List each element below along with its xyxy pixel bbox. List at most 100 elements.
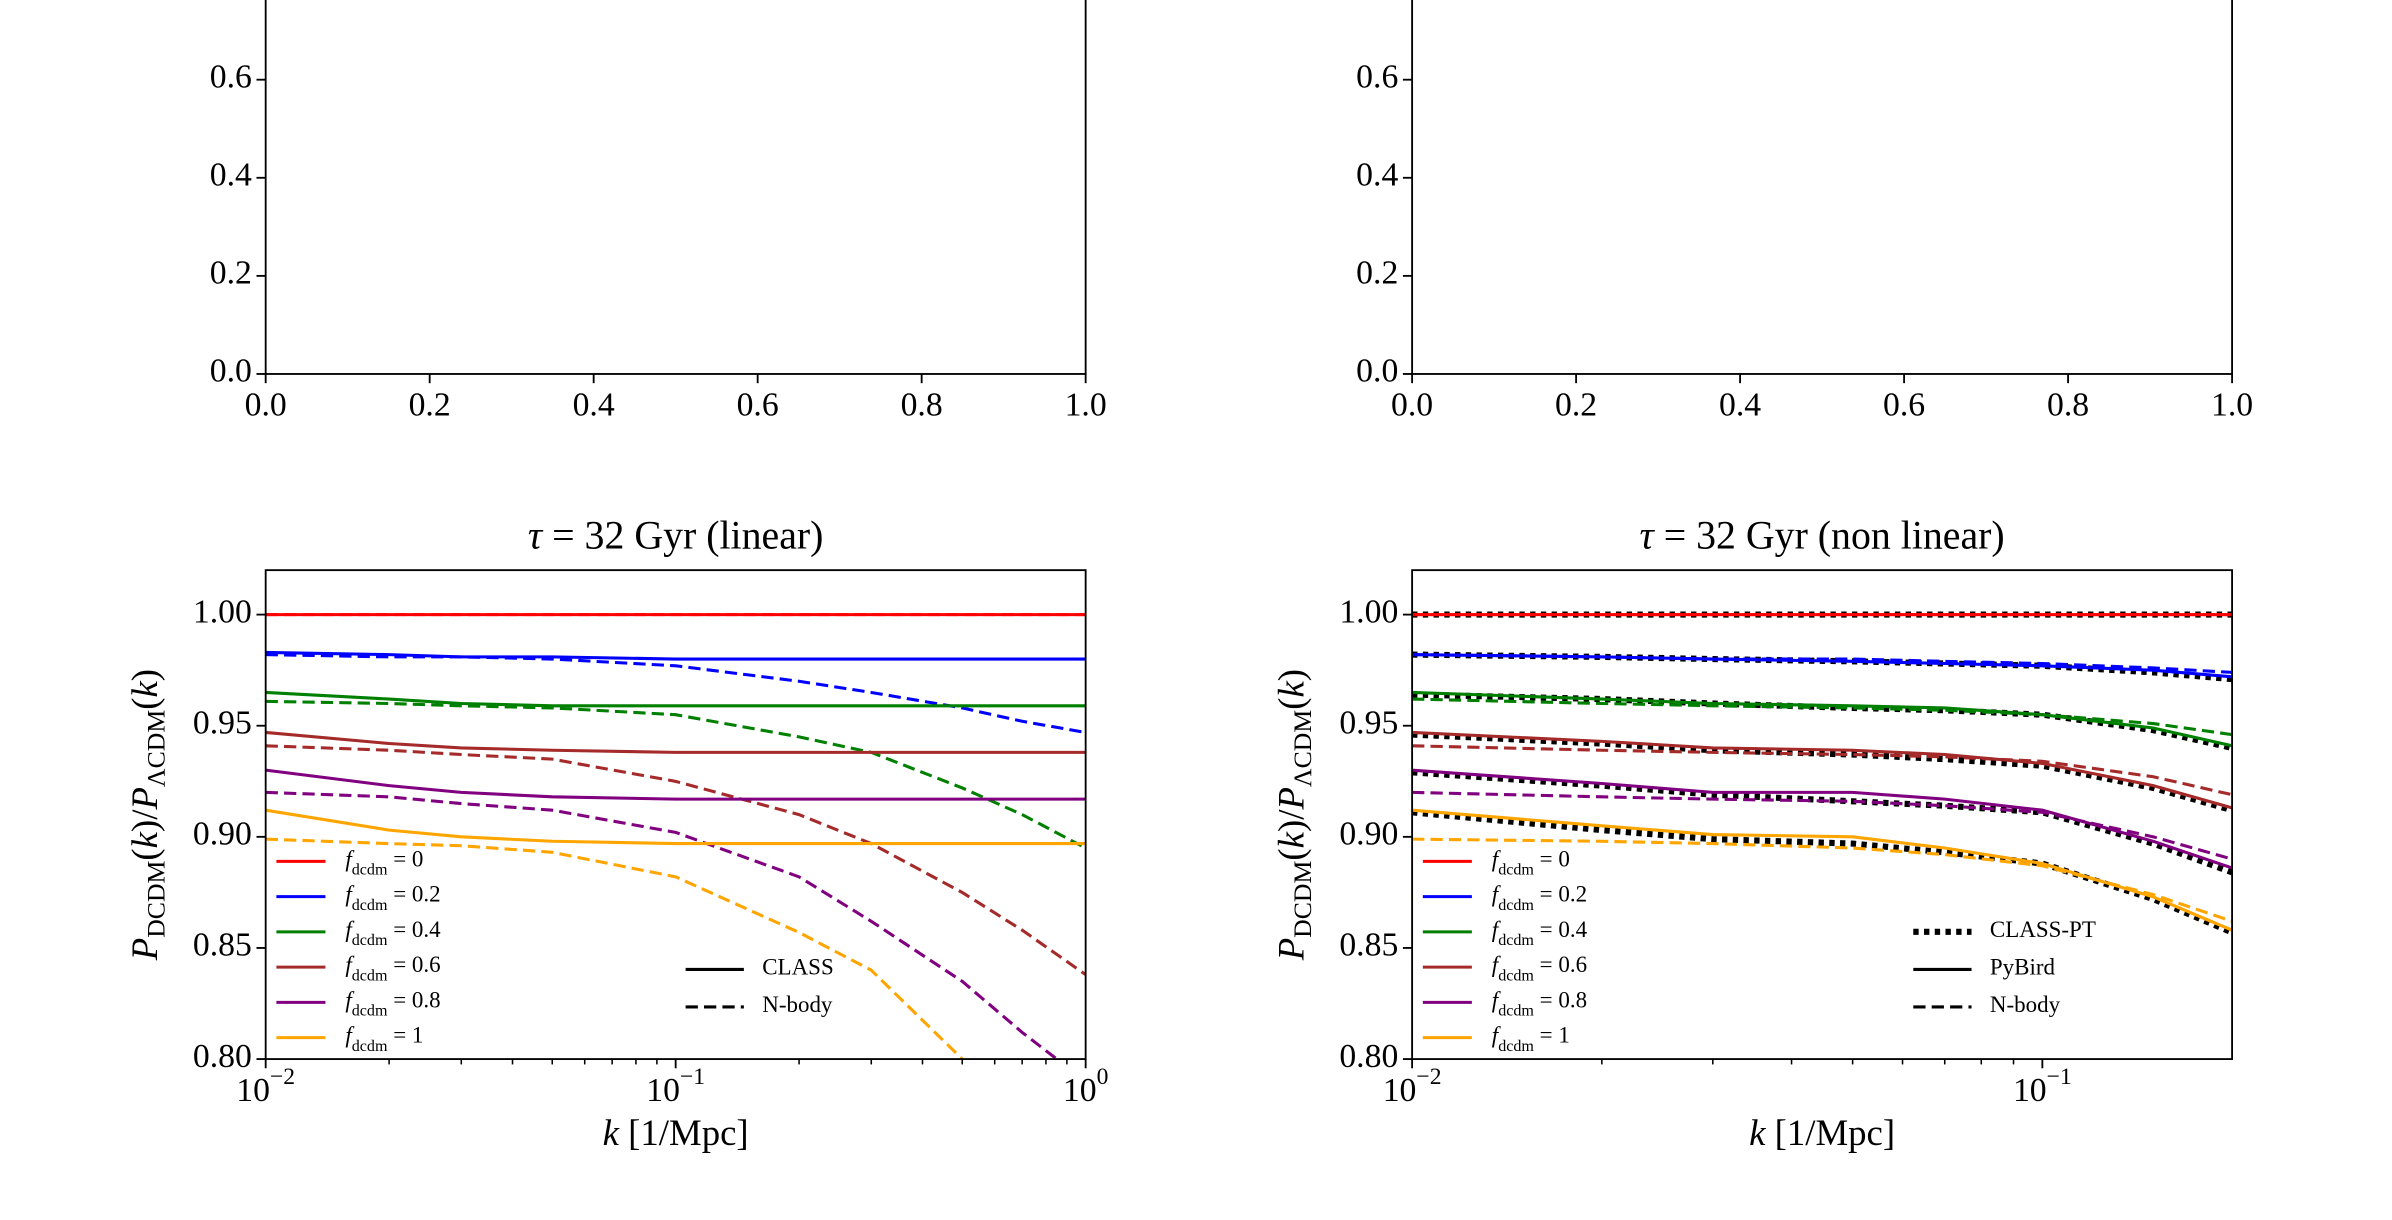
series-line <box>265 653 1086 734</box>
text-part: f <box>345 917 355 942</box>
text-part: f <box>1492 952 1502 977</box>
text-part: = 0.4 <box>387 917 441 942</box>
text-part: −1 <box>2047 1064 2072 1090</box>
plot-frame <box>1411 569 2233 1060</box>
legend-label: fdcdm = 0.8 <box>1492 988 1587 1020</box>
x-tick-label: 0.8 <box>2047 386 2089 423</box>
text-part: = 32 Gyr (linear) <box>542 513 823 558</box>
series-line <box>265 730 1086 754</box>
y-tick-label: 1.00 <box>193 593 252 630</box>
text-part: dcdm <box>1498 932 1534 949</box>
legend-label: fdcdm = 0.6 <box>345 952 440 984</box>
series-line <box>265 690 1086 708</box>
text-part: )/ <box>1271 809 1312 832</box>
text-part: −2 <box>1416 1064 1441 1090</box>
text-part: dcdm <box>352 1002 388 1019</box>
y-tick-label: 0.90 <box>193 816 252 853</box>
text-part: ( <box>1271 848 1312 860</box>
plot-frame <box>264 569 1087 1060</box>
legend-label: fdcdm = 0.2 <box>345 882 440 914</box>
text-part: = 0.8 <box>1534 988 1587 1013</box>
legend-label: fdcdm = 0.2 <box>1492 882 1587 914</box>
text-part: = 0.4 <box>1534 917 1588 942</box>
text-part: f <box>1492 917 1502 942</box>
legend-label: fdcdm = 0 <box>345 847 423 879</box>
x-tick-label: 0.0 <box>1391 386 1433 423</box>
series-line <box>1412 837 2233 923</box>
text-part: τ <box>528 513 544 558</box>
text-part: f <box>1492 988 1502 1013</box>
x-tick-label: 10−1 <box>646 1064 705 1108</box>
text-part: DCDM <box>141 860 170 937</box>
text-part: f <box>1492 882 1502 907</box>
legend-label: PyBird <box>1990 955 2056 980</box>
text-part: dcdm <box>352 932 388 949</box>
x-tick-label: 0.6 <box>1883 386 1925 423</box>
legend-label: fdcdm = 0.6 <box>1492 952 1587 984</box>
legend-label: fdcdm = 0.4 <box>345 917 441 949</box>
series-line <box>265 768 1086 801</box>
text-part: P <box>125 938 166 961</box>
text-part: k <box>125 681 166 698</box>
y-tick-label: 0.6 <box>210 58 252 95</box>
text-part: f <box>1492 1023 1502 1048</box>
y-tick-label: 0.85 <box>193 927 252 964</box>
y-tick-label: 0.2 <box>1356 255 1398 292</box>
x-tick-label: 0.2 <box>1555 386 1597 423</box>
text-part: = 0 <box>1534 847 1570 872</box>
series-line <box>265 837 965 1060</box>
x-tick-label: 10−2 <box>1383 1064 1442 1108</box>
text-part: −2 <box>270 1064 295 1090</box>
text-part: ΛCDM <box>141 710 170 787</box>
text-part: P <box>1271 787 1312 810</box>
chart-title: τ = 32 Gyr (linear) <box>528 513 824 558</box>
y-tick-label: 0.85 <box>1339 927 1398 964</box>
lines <box>265 613 1086 1060</box>
text-part: 10 <box>646 1072 680 1109</box>
plot-frame <box>1411 0 2233 375</box>
text-part: k <box>1271 681 1312 698</box>
text-part: k <box>1271 831 1312 848</box>
series-line <box>265 808 1086 846</box>
text-part: k <box>1749 1113 1766 1154</box>
series-line <box>265 650 1086 661</box>
y-axis-label: PDCDM(k)/PΛCDM(k) <box>125 669 171 961</box>
text-part: −1 <box>680 1064 705 1090</box>
x-axis-label: k [1/Mpc] <box>603 1113 749 1154</box>
chart-title: τ = 32 Gyr (non linear) <box>1639 513 2004 558</box>
text-part: ) <box>1271 669 1312 681</box>
x-tick-label: 0.4 <box>1719 386 1761 423</box>
text-part: f <box>345 1023 355 1048</box>
text-part: f <box>345 882 355 907</box>
y-tick-label: 1.00 <box>1339 593 1398 630</box>
legend-label: fdcdm = 0.4 <box>1492 917 1588 949</box>
text-part: dcdm <box>352 861 388 878</box>
text-part: 10 <box>236 1072 270 1109</box>
text-part: = 1 <box>1534 1023 1570 1048</box>
y-tick-label: 0.0 <box>1356 353 1398 390</box>
text-part: k <box>603 1113 620 1154</box>
text-part: ( <box>125 848 166 860</box>
text-part: 10 <box>1383 1072 1417 1109</box>
text-part: f <box>1492 847 1502 872</box>
series-line <box>1412 730 2233 810</box>
series-line <box>1412 697 2233 737</box>
series-line <box>1412 790 2233 861</box>
legend-label: fdcdm = 1 <box>1492 1023 1570 1055</box>
x-tick-label: 1.0 <box>2211 386 2253 423</box>
text-part: P <box>125 787 166 810</box>
text-part: dcdm <box>1498 861 1534 878</box>
series-line <box>1412 653 2233 674</box>
legend-label: fdcdm = 0 <box>1492 847 1570 879</box>
y-tick-label: 0.4 <box>1356 157 1398 194</box>
text-part: ΛCDM <box>1288 710 1317 787</box>
text-part: dcdm <box>352 896 388 913</box>
text-part: = 32 Gyr (non linear) <box>1654 513 2005 558</box>
plot-frame <box>264 0 1087 375</box>
x-tick-label: 10−1 <box>2013 1064 2072 1108</box>
series-line <box>1412 809 2233 936</box>
y-tick-label: 0.80 <box>193 1038 252 1075</box>
y-tick-label: 0.2 <box>210 255 252 292</box>
text-part: = 0.2 <box>1534 882 1587 907</box>
